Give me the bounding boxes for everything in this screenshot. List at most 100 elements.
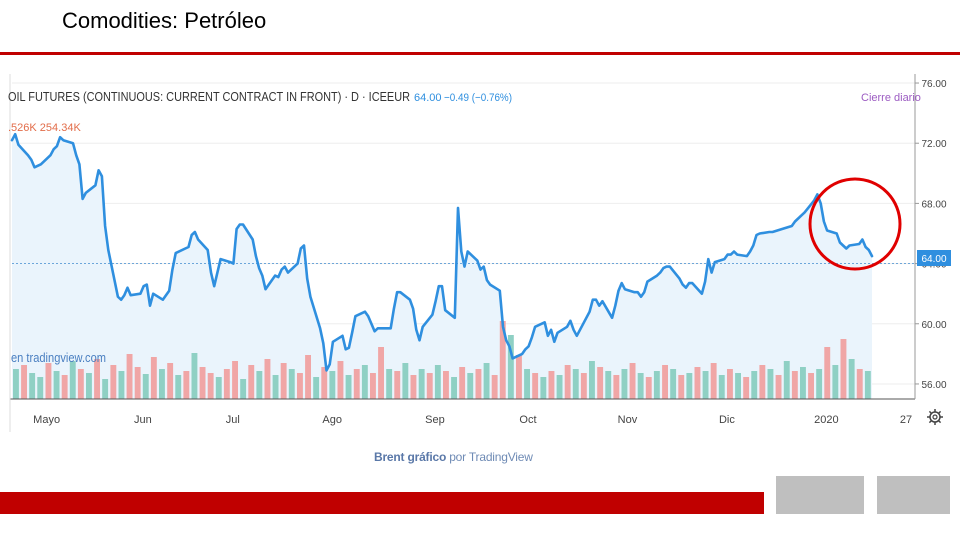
volume-bar [540,377,547,399]
x-tick-label: Jun [134,414,152,426]
volume-bar [580,373,587,399]
volume-bar [767,369,774,399]
slide-title: Comodities: Petróleo [62,8,267,33]
chart-caption[interactable]: Brent gráfico por TradingView [374,450,533,464]
volume-bar [77,369,84,399]
volume-bar [597,367,604,399]
volume-bar [710,363,717,399]
x-tick-label: Oct [519,414,536,426]
volume-bar [240,379,247,399]
volume-bar [532,373,539,399]
volume-bar [443,371,449,399]
volume-bar [686,373,693,399]
volume-bar [21,365,27,399]
x-tick-label: Mayo [33,414,60,426]
volume-bar [621,369,628,399]
volume-bar [199,367,206,399]
volume-bar [426,373,433,399]
volume-bar [678,375,685,399]
volume-bar [751,371,758,399]
instrument-last: 64.00 [414,92,442,104]
caption-rest[interactable]: por TradingView [446,450,533,464]
volume-bar [118,371,125,399]
footer-gray-box-1 [776,476,864,514]
volume-bar [816,369,823,399]
highlight-circle [808,177,902,271]
volume-bar [313,377,320,399]
volume-bar [232,361,238,399]
volume-bar [483,363,490,399]
y-tick-label: 68.00 [921,199,946,210]
volume-bar [832,365,839,399]
volume-bar [702,371,709,399]
volume-bar [110,365,117,399]
volume-bar [280,363,287,399]
volume-bar [142,374,149,399]
volume-bar [808,373,814,399]
y-axis-ticks: 76.00 72.00 68.00 64.00 60.00 56.00 [915,79,947,391]
price-area-fill [12,134,872,399]
volume-bar [629,363,636,399]
settings-gear-icon[interactable] [927,409,943,425]
y-tick-label: 60.00 [921,320,946,331]
title-rule [0,52,960,55]
volume-bar [223,369,230,399]
volume-bar [175,375,182,399]
volume-bar [743,377,750,399]
volume-bar [29,373,36,399]
volume-bar [824,347,831,399]
volume-bar [718,375,725,399]
volume-bar [605,371,612,399]
volume-bar [272,375,279,399]
volume-bar [499,321,506,399]
volume-bar [467,373,474,399]
volume-bar [556,375,563,399]
volume-bar [783,361,790,399]
footer-red-bar [0,492,764,514]
volume-bar [386,369,393,399]
x-axis-ticks: Mayo Jun Jul Ago Sep Oct Nov Dic 2020 27 [33,414,912,426]
footer-gray-box-2 [877,476,950,514]
volume-bar [791,371,798,399]
volume-bar [337,361,344,399]
current-price-badge [917,250,951,266]
volume-bar [694,367,701,399]
x-tick-label: 2020 [814,414,838,426]
volume-bar [94,359,100,399]
volume-bar [288,369,295,399]
x-tick-label: Dic [719,414,735,426]
volume-bar [134,367,141,399]
instrument-name: OIL FUTURES (CONTINUOUS: CURRENT CONTRAC… [8,89,410,104]
caption-strong[interactable]: Brent gráfico [374,450,447,464]
volume-bar [864,371,871,399]
volume-bar [126,354,133,399]
x-tick-label: Ago [322,414,342,426]
volume-bar [102,379,109,399]
y-tick-label: 56.00 [921,380,946,391]
volume-bar [215,377,222,399]
volume-bar [856,369,863,399]
volume-bar [13,369,19,399]
volume-bar [589,361,595,399]
instrument-change: −0.49 (−0.76%) [444,92,512,104]
chart-mode[interactable]: Cierre diario [861,92,921,104]
volume-bar [329,371,336,399]
volume-bar [572,369,579,399]
volume-bar [516,355,522,399]
volume-bar [670,369,677,399]
volume-bar [459,367,466,399]
volume-bar [434,365,441,399]
volume-bar [394,371,401,399]
y-tick-label: 72.00 [921,139,946,150]
volume-bar [248,365,255,399]
volume-bar [410,375,417,399]
volume-bar [45,363,52,399]
volume-bar [491,375,498,399]
volume-bar [297,373,303,399]
volume-bar [53,371,60,399]
x-tick-label: 27 [900,414,912,426]
price-chart[interactable]: 76.00 72.00 68.00 64.00 60.00 56.00 Mayo Jun Ju… [0,70,960,440]
volume-bar [86,373,92,399]
volume-bar [207,373,214,399]
volume-bar [727,369,733,399]
